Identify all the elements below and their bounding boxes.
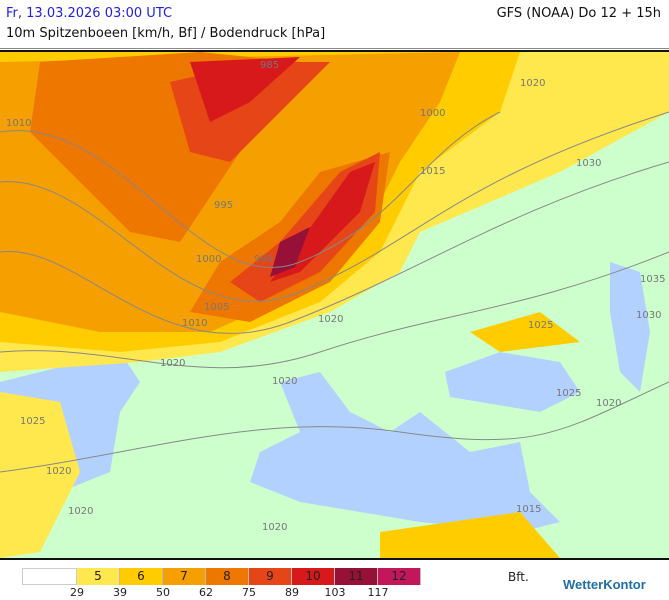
isobar-label: 1020	[520, 78, 545, 89]
valid-time: Fr, 13.03.2026 03:00 UTC	[6, 6, 173, 21]
legend-class: 8	[206, 568, 249, 585]
isobar-label: 1020	[272, 376, 297, 387]
legend-tick: 39	[113, 586, 127, 599]
isobar-label: 985	[260, 60, 279, 71]
legend-class	[22, 568, 77, 585]
isobar-label: 1015	[420, 166, 445, 177]
isobars	[0, 111, 669, 473]
isobar-label: 1015	[516, 504, 541, 515]
isobar-label: 1000	[196, 254, 221, 265]
isobar-label: 1030	[636, 310, 661, 321]
isobar-label: 995	[214, 200, 233, 211]
legend-tick: 89	[285, 586, 299, 599]
legend-class: 9	[249, 568, 292, 585]
weather-map[interactable]: 1010 1025 1020 1020 1020 1020 1010 1005 …	[0, 50, 669, 560]
isobar-label: 1010	[182, 318, 207, 329]
isobar-label: 1020	[46, 466, 71, 477]
isobar-label: 1030	[576, 158, 601, 169]
isobar-label: 1020	[262, 522, 287, 533]
isobar-label: 1035	[640, 274, 665, 285]
model-run: GFS (NOAA) Do 12 + 15h	[496, 6, 661, 21]
isobar-label: 1000	[420, 108, 445, 119]
legend-class: 6	[120, 568, 163, 585]
legend-class: 11	[335, 568, 378, 585]
isobar-labels: 1010 1025 1020 1020 1020 1020 1010 1005 …	[6, 60, 665, 533]
isobar-label: 1025	[556, 388, 581, 399]
legend-class: 12	[378, 568, 421, 585]
isobar-label: 1025	[528, 320, 553, 331]
isobar-label: 1020	[318, 314, 343, 325]
parameter-title: 10m Spitzenboeen [km/h, Bf] / Bodendruck…	[6, 26, 326, 41]
map-canvas: 1010 1025 1020 1020 1020 1020 1010 1005 …	[0, 52, 669, 558]
isobar-label: 1020	[160, 358, 185, 369]
legend-class: 7	[163, 568, 206, 585]
wind-gust-fields	[0, 52, 669, 558]
legend-tick: 103	[324, 586, 346, 599]
isobar-label: 1025	[20, 416, 45, 427]
legend-tick: 62	[199, 586, 213, 599]
legend-tick: 75	[242, 586, 256, 599]
isobar-label: 1005	[204, 302, 229, 313]
legend-tick: 50	[156, 586, 170, 599]
legend-class: 10	[292, 568, 335, 585]
isobar-label: 1010	[6, 118, 31, 129]
legend-tick: 117	[367, 586, 389, 599]
legend-class: 5	[77, 568, 120, 585]
isobar-label: 990	[254, 254, 273, 265]
color-legend: 5 6 7 8 9 10 11 12	[22, 568, 421, 585]
legend-unit: Bft.	[508, 570, 529, 584]
isobar-label: 1020	[596, 398, 621, 409]
divider	[0, 48, 669, 49]
wetterkontor-logo: WetterKontor	[563, 577, 646, 592]
legend-tick: 29	[70, 586, 84, 599]
isobar-label: 1020	[68, 506, 93, 517]
